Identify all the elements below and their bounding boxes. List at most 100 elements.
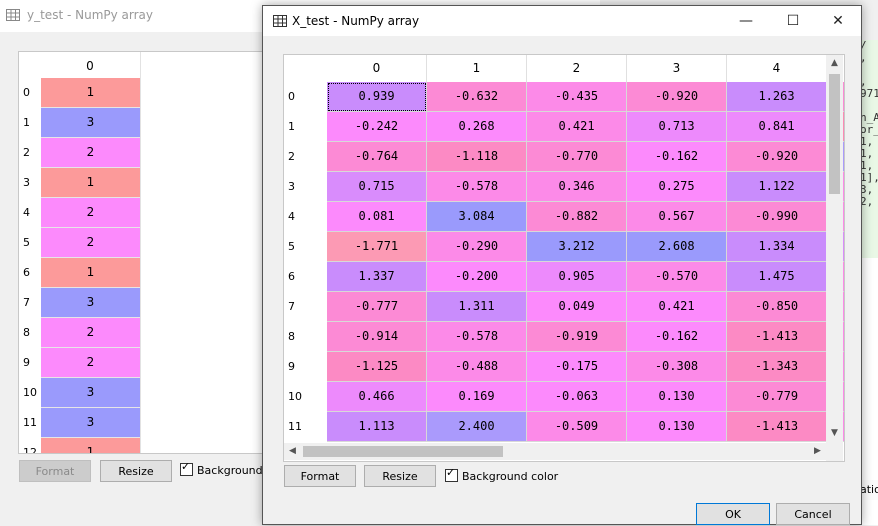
table-cell[interactable]: -0.200	[427, 262, 527, 292]
table-cell[interactable]: 2.400	[427, 412, 527, 442]
table-cell[interactable]: 3	[41, 288, 140, 318]
table-cell[interactable]: -0.779	[727, 382, 827, 412]
table-cell[interactable]: -0.920	[727, 142, 827, 172]
table-cell[interactable]: 0.130	[627, 412, 727, 442]
table-cell[interactable]: 0.905	[527, 262, 627, 292]
table-cell[interactable]: -0.509	[527, 412, 627, 442]
column-header[interactable]: 3	[627, 55, 727, 82]
table-cell[interactable]: -0.570	[627, 262, 727, 292]
table-cell[interactable]: 1.475	[727, 262, 827, 292]
table-cell[interactable]: -0.777	[327, 292, 427, 322]
column-header[interactable]: 1	[427, 55, 527, 82]
scroll-down-icon[interactable]: ▼	[831, 428, 838, 438]
table-cell[interactable]: -0.063	[527, 382, 627, 412]
table-cell[interactable]: -0.488	[427, 352, 527, 382]
scroll-up-icon[interactable]: ▲	[831, 58, 838, 68]
table-cell[interactable]: -0.850	[727, 292, 827, 322]
table-cell[interactable]: 1	[41, 78, 140, 108]
column-header[interactable]: 2	[527, 55, 627, 82]
table-cell[interactable]: -0.578	[427, 322, 527, 352]
table-cell[interactable]: 3	[41, 108, 140, 138]
table-cell[interactable]: 0.169	[427, 382, 527, 412]
table-cell[interactable]: -0.914	[327, 322, 427, 352]
checkbox-box[interactable]: ✓	[180, 460, 193, 476]
table-cell[interactable]: 1	[41, 438, 140, 453]
scroll-right-icon[interactable]: ▶	[814, 446, 821, 456]
scroll-left-icon[interactable]: ◀	[289, 446, 296, 456]
table-cell[interactable]: 2.608	[627, 232, 727, 262]
table-cell[interactable]: 0.421	[527, 112, 627, 142]
table-cell[interactable]: 0.275	[627, 172, 727, 202]
table-cell[interactable]: 1	[41, 258, 140, 288]
horizontal-scroll-thumb[interactable]	[303, 446, 503, 457]
table-cell[interactable]: 3	[41, 378, 140, 408]
table-cell[interactable]: -0.632	[427, 82, 527, 112]
resize-button[interactable]: Resize	[100, 460, 172, 482]
table-cell[interactable]: -1.125	[327, 352, 427, 382]
table-cell[interactable]: -0.290	[427, 232, 527, 262]
table-cell[interactable]: 0.130	[627, 382, 727, 412]
y-test-grid[interactable]: 0 0 1 1 3 2 2 3 1 4 2 5 2 6 1 7 3 8 2 9 2 10 3 11 3 12 1	[18, 51, 265, 454]
table-cell[interactable]: 1.122	[727, 172, 827, 202]
table-cell[interactable]: 1.113	[327, 412, 427, 442]
table-cell[interactable]: -0.578	[427, 172, 527, 202]
table-cell[interactable]: 0.715	[327, 172, 427, 202]
table-cell[interactable]: -0.435	[527, 82, 627, 112]
table-cell[interactable]: 0.713	[627, 112, 727, 142]
table-cell[interactable]: 0.466	[327, 382, 427, 412]
table-cell[interactable]: -0.162	[627, 322, 727, 352]
table-cell[interactable]: 0.421	[627, 292, 727, 322]
table-cell[interactable]: -1.771	[327, 232, 427, 262]
x-test-title-bar[interactable]: X_test - NumPy array — ☐ ✕	[263, 6, 861, 36]
background-color-checkbox[interactable]: ✓ Background color	[445, 466, 558, 485]
ok-button[interactable]: OK	[696, 503, 770, 525]
table-cell[interactable]: 2	[41, 318, 140, 348]
table-cell[interactable]: 2	[41, 228, 140, 258]
table-cell[interactable]: -0.308	[627, 352, 727, 382]
table-cell[interactable]: 2	[41, 198, 140, 228]
column-header[interactable]: 0	[86, 59, 94, 73]
table-cell[interactable]: -0.764	[327, 142, 427, 172]
cancel-button[interactable]: Cancel	[776, 503, 850, 525]
table-cell[interactable]: -0.162	[627, 142, 727, 172]
table-cell[interactable]: 2	[41, 138, 140, 168]
table-cell[interactable]: -1.118	[427, 142, 527, 172]
table-cell[interactable]: 0.081	[327, 202, 427, 232]
format-button[interactable]: Format	[284, 465, 356, 487]
format-button[interactable]: Format	[19, 460, 91, 482]
minimize-button[interactable]: —	[739, 13, 753, 29]
background-color-checkbox[interactable]: ✓ Background c	[180, 460, 272, 479]
table-cell[interactable]: -0.882	[527, 202, 627, 232]
table-cell[interactable]: 1.311	[427, 292, 527, 322]
vertical-scrollbar[interactable]: ▲ ▼	[826, 55, 843, 461]
table-cell[interactable]: -0.990	[727, 202, 827, 232]
table-cell[interactable]: 1.263	[727, 82, 827, 112]
column-header[interactable]: 0	[327, 55, 427, 82]
vertical-scroll-thumb[interactable]	[829, 74, 840, 194]
close-button[interactable]: ✕	[832, 13, 844, 29]
table-cell[interactable]: 0.567	[627, 202, 727, 232]
table-cell[interactable]: -1.413	[727, 322, 827, 352]
table-cell[interactable]: -0.919	[527, 322, 627, 352]
table-cell[interactable]: 2	[41, 348, 140, 378]
table-cell[interactable]: 3.212	[527, 232, 627, 262]
maximize-button[interactable]: ☐	[786, 13, 800, 29]
table-cell[interactable]: 1.337	[327, 262, 427, 292]
table-cell[interactable]: 0.939	[327, 82, 427, 112]
table-cell[interactable]: 0.346	[527, 172, 627, 202]
table-cell[interactable]: -1.343	[727, 352, 827, 382]
table-cell[interactable]: 3.084	[427, 202, 527, 232]
table-cell[interactable]: -0.770	[527, 142, 627, 172]
table-cell[interactable]: 0.268	[427, 112, 527, 142]
table-cell[interactable]: 0.841	[727, 112, 827, 142]
table-cell[interactable]: -0.242	[327, 112, 427, 142]
horizontal-scrollbar[interactable]: ◀ ▶	[284, 443, 826, 460]
table-cell[interactable]: -0.920	[627, 82, 727, 112]
resize-button[interactable]: Resize	[364, 465, 436, 487]
table-cell[interactable]: -0.175	[527, 352, 627, 382]
column-header[interactable]: 4	[727, 55, 827, 82]
table-cell[interactable]: 1.334	[727, 232, 827, 262]
panel-tab[interactable]: ation	[860, 480, 878, 500]
checkbox-box[interactable]: ✓	[445, 466, 458, 482]
